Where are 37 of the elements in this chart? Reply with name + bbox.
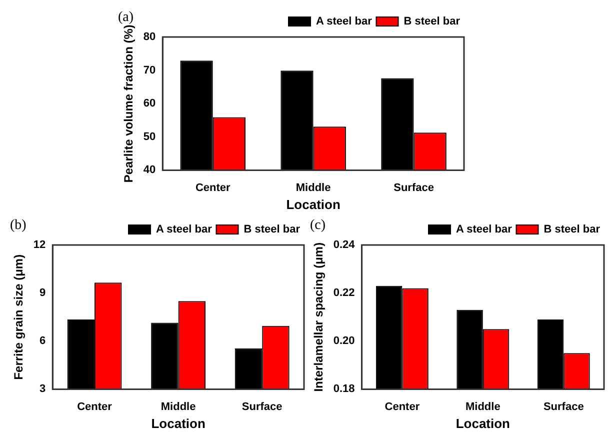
y-tick-label: 50 — [143, 130, 156, 143]
legend-label: A steel bar — [456, 224, 513, 236]
y-tick-label: 0.20 — [333, 335, 355, 348]
y-axis-title: Interlamellar spacing (μm) — [312, 242, 326, 392]
legend-label: A steel bar — [316, 16, 373, 28]
x-tick-label: Middle — [296, 182, 331, 194]
y-tick-label: 40 — [143, 164, 156, 176]
chart-title: (b) — [10, 218, 26, 234]
y-tick-label: 0.18 — [333, 383, 355, 396]
x-tick-label: Center — [195, 182, 231, 194]
x-axis-title: Location — [151, 416, 206, 431]
x-tick-label: Surface — [242, 400, 282, 413]
y-axis-title: Ferrite grain size (μm) — [12, 254, 26, 380]
x-axis-title: Location — [456, 416, 510, 431]
y-tick-label: 80 — [143, 31, 156, 44]
legend-label: A steel bar — [156, 224, 213, 236]
y-tick-label: 60 — [143, 98, 156, 110]
y-tick-label: 9 — [40, 287, 46, 300]
y-tick-label: 6 — [40, 335, 46, 348]
x-tick-label: Middle — [465, 400, 500, 413]
y-tick-label: 0.24 — [333, 239, 356, 252]
x-axis-title: Location — [286, 196, 340, 212]
x-tick-label: Center — [77, 400, 113, 413]
x-tick-label: Surface — [394, 182, 434, 194]
chart-title: (c) — [310, 218, 326, 234]
legend-label: B steel bar — [404, 16, 461, 28]
y-tick-label: 12 — [33, 239, 46, 252]
y-tick-label: 3 — [40, 383, 46, 396]
x-tick-label: Middle — [160, 400, 196, 413]
x-tick-label: Surface — [543, 400, 584, 413]
y-tick-label: 70 — [143, 64, 156, 76]
legend-label: B steel bar — [244, 224, 301, 236]
y-axis-title: Pearlite volume fraction (%) — [122, 24, 136, 183]
x-tick-label: Center — [384, 400, 420, 413]
chart-title: (a) — [118, 10, 134, 25]
legend-label: B steel bar — [544, 224, 601, 236]
y-tick-label: 0.22 — [333, 287, 355, 300]
